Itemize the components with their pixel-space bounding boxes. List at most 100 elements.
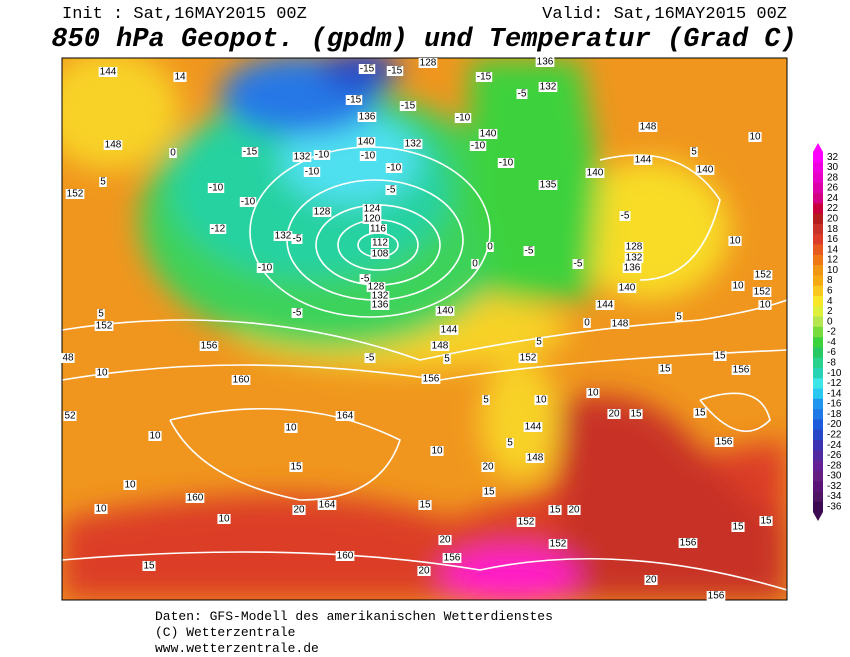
label-box <box>364 353 376 363</box>
contour-label: -10 <box>239 197 257 208</box>
contour-label: 0 <box>486 242 494 253</box>
contour-label-text: -10 <box>258 263 273 274</box>
label-box <box>538 82 558 92</box>
label-box <box>535 337 543 347</box>
contour-label-text: 148 <box>527 453 544 464</box>
contour-label: 132 <box>538 82 558 93</box>
contour-label: 14 <box>173 72 187 83</box>
contour-label-text: -10 <box>471 141 486 152</box>
contour-label: -5 <box>619 211 631 222</box>
contour-label-text: 132 <box>626 253 643 264</box>
contour-label-text: 156 <box>201 341 218 352</box>
label-box <box>303 167 321 177</box>
contour-label-text: 156 <box>733 365 750 376</box>
colorbar-swatch <box>813 419 823 431</box>
contour-label: 10 <box>217 514 231 525</box>
colorbar-swatch <box>813 152 823 163</box>
contour-label: 152 <box>94 321 114 332</box>
contour-label: 132 <box>370 291 390 302</box>
contour-label: -5 <box>523 246 535 257</box>
colorbar-tick-label: -36 <box>827 501 842 512</box>
contour-label: 5 <box>99 177 107 188</box>
contour-label: 124 <box>362 204 382 215</box>
contour-label-text: 136 <box>359 112 376 123</box>
contour-label-text: 132 <box>540 82 557 93</box>
contour-label: 148 <box>610 319 630 330</box>
contour-label: -5 <box>291 308 303 319</box>
label-box <box>481 462 495 472</box>
label-box <box>291 234 303 244</box>
contour-label-text: 144 <box>525 422 542 433</box>
contour-label: 15 <box>759 516 773 527</box>
contour-label: -10 <box>497 158 515 169</box>
contour-label: 140 <box>435 306 455 317</box>
label-box <box>256 263 274 273</box>
contour-label: 144 <box>439 325 459 336</box>
label-box <box>421 374 441 384</box>
label-box <box>103 140 123 150</box>
colorbar-tick-label: 12 <box>827 255 839 266</box>
contour-label: 152 <box>548 539 568 550</box>
label-box <box>617 283 637 293</box>
label-box <box>638 122 658 132</box>
contour-label: 140 <box>617 283 637 294</box>
label-box <box>209 224 227 234</box>
contour-label-text: 10 <box>285 423 297 434</box>
contour-label: 5 <box>690 147 698 158</box>
label-box <box>714 437 734 447</box>
contour-label-text: 15 <box>143 561 155 572</box>
contour-label: 5 <box>482 395 490 406</box>
colorbar-swatch <box>813 460 823 472</box>
contour-label-text: 15 <box>630 409 642 420</box>
contour-label-text: -12 <box>211 224 226 235</box>
label-box <box>94 321 114 331</box>
colorbar-swatch <box>813 368 823 379</box>
contour-label: 128 <box>312 207 332 218</box>
label-box <box>312 207 332 217</box>
contour-label: 148 <box>430 341 450 352</box>
contour-label: 15 <box>693 408 707 419</box>
contour-label-text: -10 <box>315 150 330 161</box>
label-box <box>362 204 382 214</box>
contour-label: 10 <box>284 423 298 434</box>
label-box <box>728 236 742 246</box>
valid-time: Valid: Sat,16MAY2015 00Z <box>542 5 787 24</box>
contour-label-text: 140 <box>587 168 604 179</box>
label-box <box>486 242 494 252</box>
contour-label-text: 10 <box>431 446 443 457</box>
data-source: Daten: GFS-Modell des amerikanischen Wet… <box>155 609 553 624</box>
contour-label-text: 148 <box>105 140 122 151</box>
contour-labels: 144 14 148 152 5 0 -10 -10 -12 -10 132 -5 128 -15 132 -… <box>61 57 773 602</box>
contour-label-text: 152 <box>550 539 567 550</box>
colorbar-tick-label: -14 <box>827 388 842 399</box>
contour-label-text: 148 <box>612 319 629 330</box>
colorbar-swatch <box>813 193 823 204</box>
contour-label: 112 <box>371 238 389 249</box>
label-box <box>624 242 644 252</box>
colorbar-tick-label: 32 <box>827 152 839 163</box>
colorbar-swatch <box>813 378 823 389</box>
label-box <box>731 365 751 375</box>
contour-label: 132 <box>403 139 423 150</box>
contour-label: 136 <box>535 57 555 68</box>
contour-label-text: -15 <box>360 64 375 75</box>
label-box <box>518 353 538 363</box>
contour-label-text: 5 <box>536 337 542 348</box>
contour-label: 164 <box>317 500 337 511</box>
contour-label: 10 <box>534 395 548 406</box>
contour-label: 160 <box>335 551 355 562</box>
contour-label-text: 112 <box>372 238 388 249</box>
contour-label-text: -5 <box>387 185 396 196</box>
label-box <box>231 375 251 385</box>
contour-label-text: 15 <box>483 487 495 498</box>
contour-label: 15 <box>289 462 303 473</box>
contour-label: 116 <box>369 224 387 235</box>
contour-label: -5 <box>291 234 303 245</box>
contour-label: 20 <box>417 566 431 577</box>
contour-label-text: 10 <box>732 281 744 292</box>
contour-label-text: 140 <box>697 165 714 176</box>
colorbar-tick-label: 16 <box>827 234 839 245</box>
contour-label: 156 <box>731 365 751 376</box>
colorbar-tick-label: -32 <box>827 481 842 492</box>
contour-label: 148 <box>638 122 658 133</box>
